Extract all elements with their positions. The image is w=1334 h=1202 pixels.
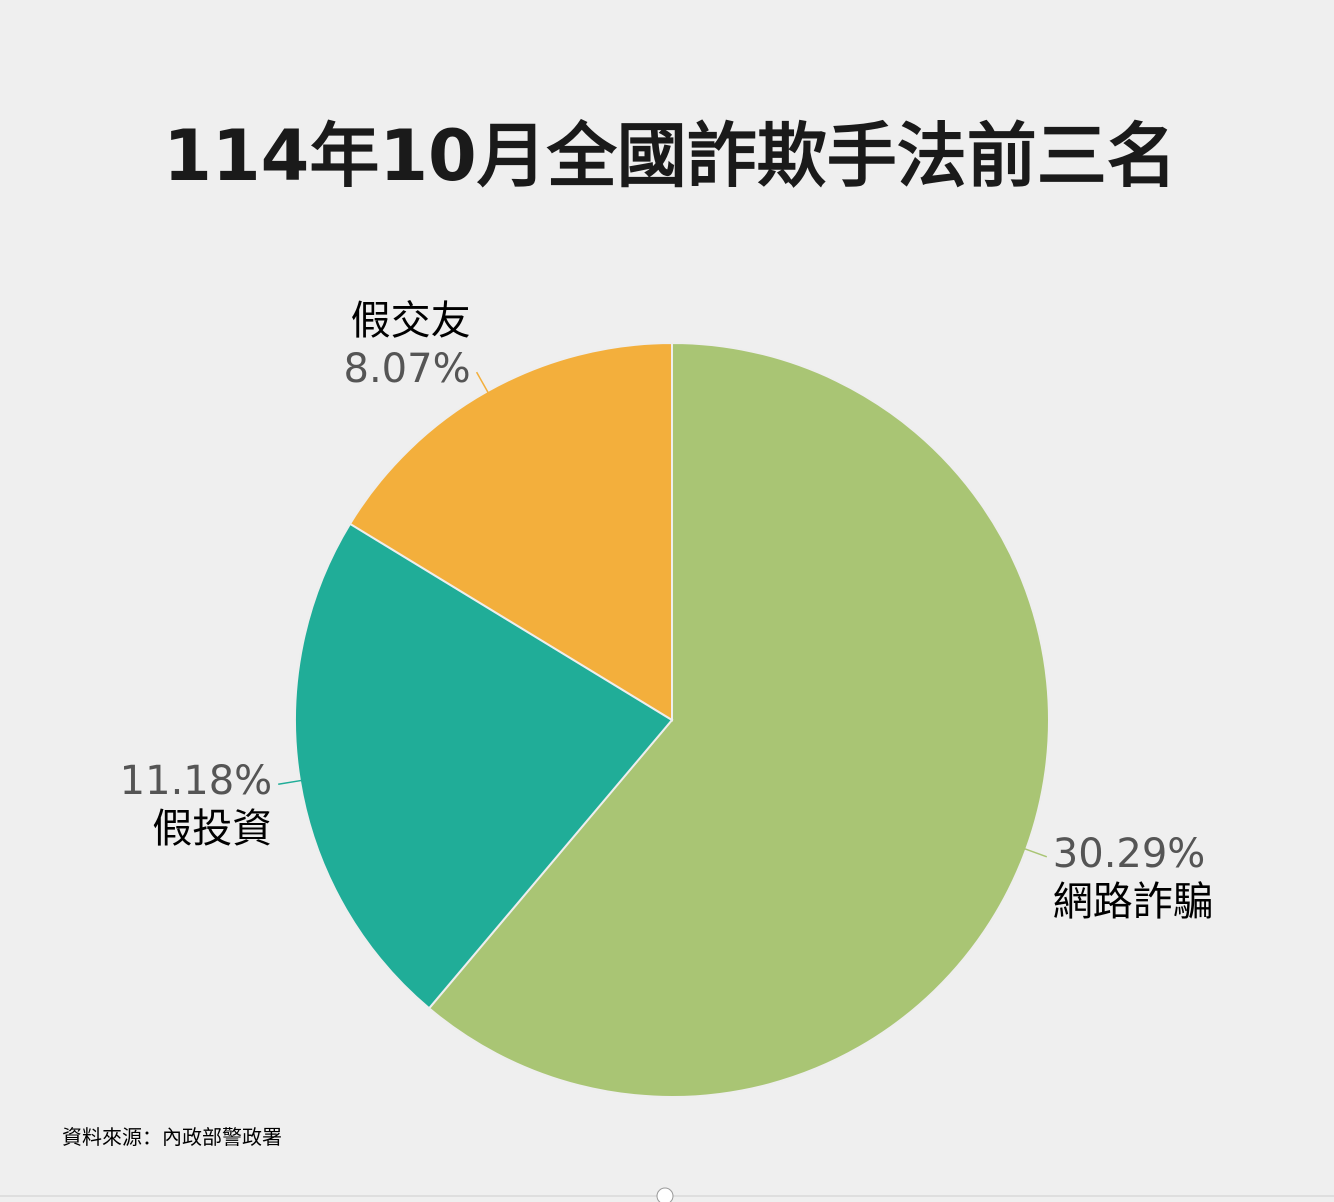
value-label: 8.07% bbox=[344, 346, 471, 392]
leader-line bbox=[475, 371, 490, 396]
slice-label: 假交友 bbox=[351, 298, 471, 344]
value-label: 11.18% bbox=[120, 758, 273, 804]
handle bbox=[656, 1187, 674, 1202]
value-label: 30.29% bbox=[1053, 831, 1206, 877]
source-note: 資料來源：內政部警政署 bbox=[62, 1125, 282, 1149]
slice-label: 假投資 bbox=[152, 806, 272, 852]
chart-title: 114年10月全國詐欺手法前三名 bbox=[163, 115, 1177, 197]
slice-label: 網路詐騙 bbox=[1053, 879, 1213, 925]
leader-line bbox=[278, 779, 304, 785]
leader-line bbox=[1022, 847, 1048, 858]
